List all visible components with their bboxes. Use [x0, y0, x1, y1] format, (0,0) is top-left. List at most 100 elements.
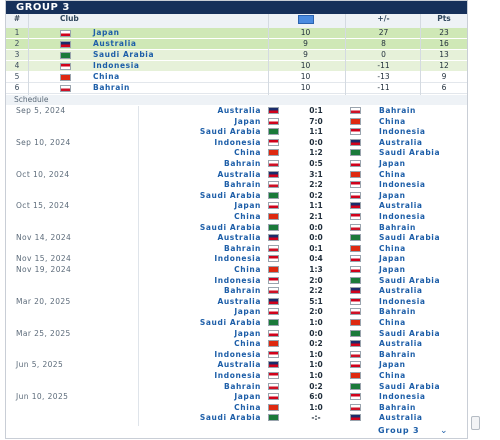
- match-row[interactable]: Nov 19, 2024 China 1:3 Japan: [6, 265, 467, 275]
- match-score[interactable]: 1:0: [309, 402, 323, 412]
- away-team[interactable]: Japan: [379, 190, 406, 200]
- match-score[interactable]: 0:0: [309, 328, 323, 338]
- away-team[interactable]: China: [379, 116, 406, 126]
- away-team[interactable]: Japan: [379, 254, 406, 264]
- club-name[interactable]: China: [93, 72, 120, 81]
- away-team[interactable]: Australia: [379, 339, 423, 349]
- away-team[interactable]: Saudi Arabia: [379, 148, 441, 158]
- match-score[interactable]: 0:0: [309, 222, 323, 232]
- home-team[interactable]: Saudi Arabia: [199, 190, 261, 200]
- away-team[interactable]: Saudi Arabia: [379, 381, 441, 391]
- match-row[interactable]: Saudi Arabia 1:0 China: [6, 318, 467, 328]
- match-score[interactable]: 2:0: [309, 275, 323, 285]
- match-row[interactable]: Mar 20, 2025 Australia 5:1 Indonesia: [6, 297, 467, 307]
- match-row[interactable]: Jun 10, 2025 Japan 6:0 Indonesia: [6, 392, 467, 402]
- home-team[interactable]: China: [234, 148, 261, 158]
- away-team[interactable]: China: [379, 318, 406, 327]
- match-row[interactable]: Bahrain 2:2 Indonesia: [6, 180, 467, 190]
- match-row[interactable]: Bahrain 2:2 Australia: [6, 286, 467, 296]
- away-team[interactable]: Japan: [379, 360, 406, 370]
- match-row[interactable]: Nov 14, 2024 Australia 0:0 Saudi Arabia: [6, 233, 467, 243]
- standings-row[interactable]: 6 Bahrain 10 -11 6: [6, 83, 467, 94]
- away-team[interactable]: Indonesia: [379, 180, 426, 190]
- away-team[interactable]: Japan: [379, 265, 406, 274]
- home-team[interactable]: China: [234, 339, 261, 349]
- standings-row[interactable]: 3 Saudi Arabia 9 0 13: [6, 50, 467, 60]
- away-team[interactable]: Australia: [379, 286, 423, 296]
- match-row[interactable]: Sep 10, 2024 Indonesia 0:0 Australia: [6, 138, 467, 148]
- matches-played-header[interactable]: [268, 14, 343, 24]
- chevron-down-icon[interactable]: ⌄: [440, 426, 448, 436]
- match-row[interactable]: Jun 5, 2025 Australia 1:0 Japan: [6, 360, 467, 370]
- away-team[interactable]: Bahrain: [379, 106, 416, 115]
- match-row[interactable]: China 1:2 Saudi Arabia: [6, 148, 467, 158]
- match-row[interactable]: Saudi Arabia 0:2 Japan: [6, 191, 467, 201]
- club-name[interactable]: Indonesia: [93, 61, 140, 70]
- match-row[interactable]: Saudi Arabia 0:0 Bahrain: [6, 223, 467, 233]
- home-team[interactable]: Japan: [234, 116, 261, 126]
- home-team[interactable]: Japan: [234, 201, 261, 211]
- home-team[interactable]: Saudi Arabia: [199, 318, 261, 327]
- home-team[interactable]: China: [234, 265, 261, 274]
- home-team[interactable]: Japan: [234, 328, 261, 338]
- home-team[interactable]: China: [234, 212, 261, 221]
- away-team[interactable]: Saudi Arabia: [379, 275, 441, 285]
- goal-difference-header[interactable]: +/-: [377, 14, 390, 23]
- match-row[interactable]: Indonesia 1:0 China: [6, 371, 467, 381]
- match-score[interactable]: 2:2: [309, 286, 323, 296]
- home-team[interactable]: Indonesia: [214, 275, 261, 285]
- match-row[interactable]: Bahrain 0:2 Saudi Arabia: [6, 382, 467, 392]
- match-row[interactable]: Indonesia 1:0 Bahrain: [6, 350, 467, 360]
- match-score[interactable]: 1:1: [309, 127, 323, 137]
- match-score[interactable]: 1:0: [309, 371, 323, 380]
- away-team[interactable]: Bahrain: [379, 402, 416, 412]
- home-team[interactable]: Australia: [217, 296, 261, 306]
- match-row[interactable]: Sep 5, 2024 Australia 0:1 Bahrain: [6, 106, 467, 116]
- match-score[interactable]: 0:1: [309, 106, 323, 115]
- away-team[interactable]: Indonesia: [379, 392, 426, 402]
- match-score[interactable]: 1:3: [309, 265, 323, 274]
- home-team[interactable]: Indonesia: [214, 254, 261, 264]
- away-team[interactable]: Bahrain: [379, 307, 416, 317]
- match-row[interactable]: Bahrain 0:1 China: [6, 244, 467, 254]
- away-team[interactable]: Saudi Arabia: [379, 328, 441, 338]
- away-team[interactable]: Bahrain: [379, 349, 416, 359]
- match-score[interactable]: 0:0: [309, 137, 323, 147]
- home-team[interactable]: Bahrain: [224, 159, 261, 168]
- match-score[interactable]: 0:2: [309, 339, 323, 349]
- home-team[interactable]: Japan: [234, 307, 261, 317]
- away-team[interactable]: Indonesia: [379, 127, 426, 137]
- match-score[interactable]: 1:1: [309, 201, 323, 211]
- standings-row[interactable]: 4 Indonesia 10 -11 12: [6, 61, 467, 71]
- home-team[interactable]: China: [234, 402, 261, 412]
- home-team[interactable]: Australia: [217, 169, 261, 179]
- standings-row[interactable]: 1 Japan 10 27 23: [6, 28, 467, 38]
- away-team[interactable]: Australia: [379, 137, 423, 147]
- match-row[interactable]: Oct 10, 2024 Australia 3:1 China: [6, 170, 467, 180]
- group-selector[interactable]: Group 3 ⌄: [6, 424, 467, 438]
- match-score[interactable]: 0:0: [309, 233, 323, 243]
- points-header[interactable]: Pts: [437, 14, 451, 23]
- match-row[interactable]: China 0:2 Australia: [6, 339, 467, 349]
- home-team[interactable]: Indonesia: [214, 349, 261, 359]
- away-team[interactable]: Indonesia: [379, 212, 426, 221]
- match-row[interactable]: Nov 15, 2024 Indonesia 0:4 Japan: [6, 254, 467, 264]
- match-row[interactable]: Bahrain 0:5 Japan: [6, 159, 467, 169]
- match-score[interactable]: 5:1: [309, 296, 323, 306]
- scroll-handle[interactable]: [471, 416, 480, 430]
- match-score[interactable]: 1:0: [309, 318, 323, 327]
- home-team[interactable]: Saudi Arabia: [199, 413, 261, 423]
- match-row[interactable]: China 1:0 Bahrain: [6, 403, 467, 413]
- standings-row[interactable]: 2 Australia 9 8 16: [6, 39, 467, 49]
- match-row[interactable]: Japan 2:0 Bahrain: [6, 307, 467, 317]
- match-score[interactable]: 7:0: [309, 116, 323, 126]
- match-score[interactable]: 1:0: [309, 360, 323, 370]
- home-team[interactable]: Saudi Arabia: [199, 127, 261, 137]
- away-team[interactable]: Japan: [379, 159, 406, 168]
- match-row[interactable]: Oct 15, 2024 Japan 1:1 Australia: [6, 201, 467, 211]
- match-row[interactable]: Indonesia 2:0 Saudi Arabia: [6, 276, 467, 286]
- away-team[interactable]: Indonesia: [379, 296, 426, 306]
- match-score[interactable]: 1:0: [309, 349, 323, 359]
- away-team[interactable]: Australia: [379, 201, 423, 211]
- home-team[interactable]: Australia: [217, 233, 261, 243]
